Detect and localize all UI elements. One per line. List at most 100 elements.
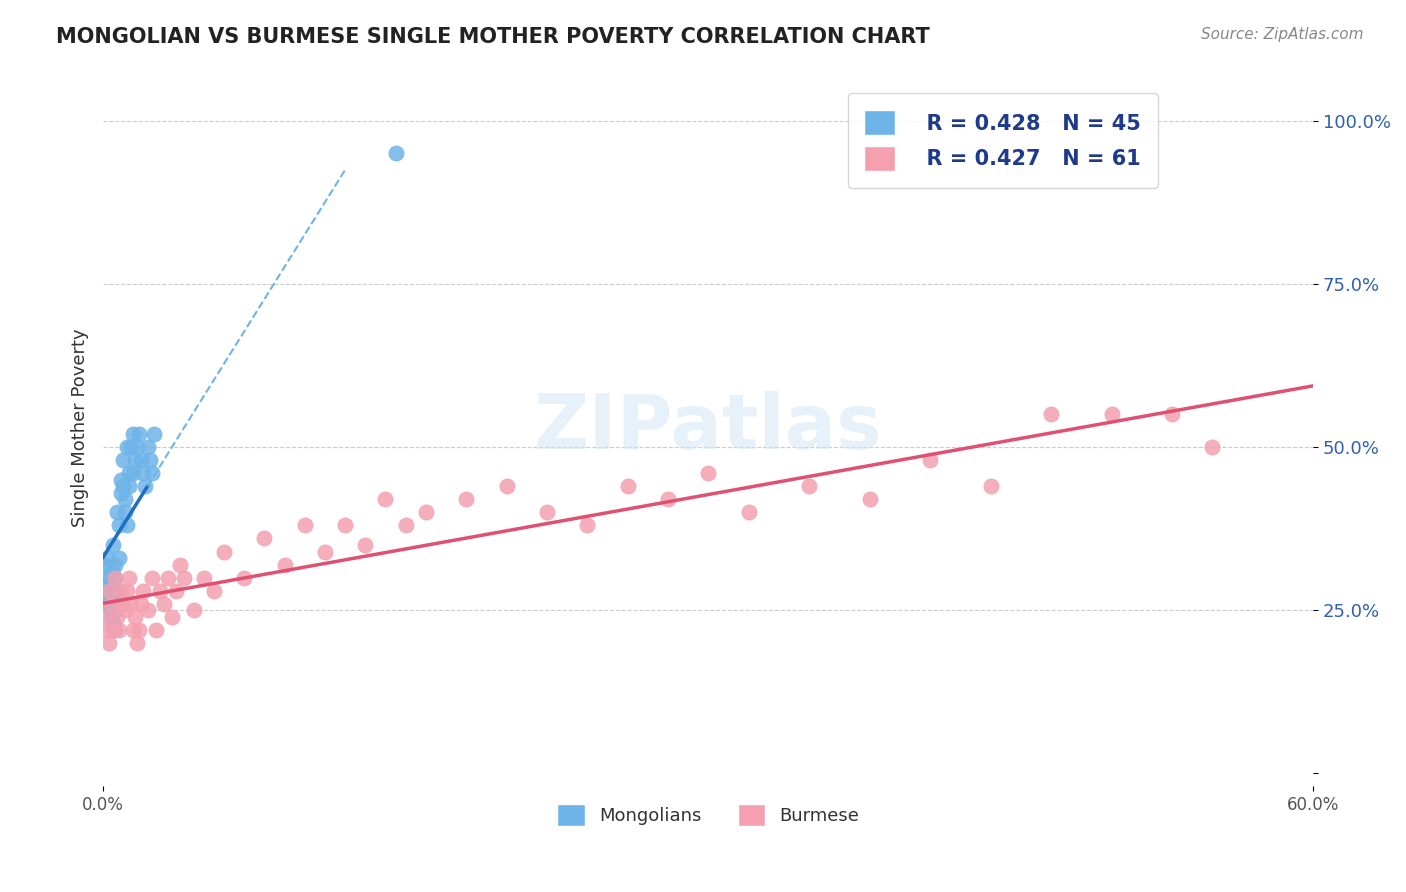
Point — [141, 466, 163, 480]
Point — [118, 466, 141, 480]
Point — [149, 583, 172, 598]
Point — [415, 505, 437, 519]
Point — [136, 603, 159, 617]
Point — [110, 473, 132, 487]
Point — [1161, 408, 1184, 422]
Point — [131, 597, 153, 611]
Point — [1040, 408, 1063, 422]
Point — [98, 591, 121, 605]
Point — [128, 427, 150, 442]
Point — [98, 636, 121, 650]
Point — [122, 427, 145, 442]
Point — [108, 551, 131, 566]
Point — [104, 623, 127, 637]
Point — [96, 623, 118, 637]
Point — [384, 146, 406, 161]
Point — [314, 544, 336, 558]
Point — [96, 577, 118, 591]
Point — [103, 616, 125, 631]
Point — [576, 518, 599, 533]
Point — [536, 505, 558, 519]
Point — [202, 583, 225, 598]
Point — [253, 532, 276, 546]
Y-axis label: Single Mother Poverty: Single Mother Poverty — [72, 328, 89, 527]
Point — [94, 609, 117, 624]
Point — [117, 583, 139, 598]
Point — [233, 571, 256, 585]
Point — [98, 583, 121, 598]
Point — [333, 518, 356, 533]
Point — [100, 597, 122, 611]
Point — [142, 427, 165, 442]
Point — [105, 583, 128, 598]
Point — [980, 479, 1002, 493]
Point — [117, 518, 139, 533]
Point — [98, 597, 121, 611]
Point — [141, 571, 163, 585]
Point — [737, 505, 759, 519]
Point — [294, 518, 316, 533]
Point — [193, 571, 215, 585]
Point — [104, 571, 127, 585]
Point — [374, 492, 396, 507]
Point — [110, 583, 132, 598]
Point — [117, 440, 139, 454]
Point — [103, 623, 125, 637]
Point — [132, 466, 155, 480]
Point — [105, 505, 128, 519]
Point — [156, 571, 179, 585]
Point — [114, 603, 136, 617]
Point — [160, 609, 183, 624]
Point — [103, 583, 125, 598]
Point — [94, 583, 117, 598]
Point — [131, 453, 153, 467]
Point — [124, 609, 146, 624]
Point — [108, 518, 131, 533]
Point — [100, 564, 122, 578]
Point — [114, 505, 136, 519]
Point — [122, 623, 145, 637]
Point — [616, 479, 638, 493]
Point — [138, 453, 160, 467]
Point — [98, 571, 121, 585]
Point — [456, 492, 478, 507]
Point — [858, 492, 880, 507]
Point — [112, 597, 135, 611]
Point — [110, 485, 132, 500]
Point — [354, 538, 377, 552]
Point — [134, 479, 156, 493]
Point — [112, 453, 135, 467]
Point — [105, 591, 128, 605]
Text: Source: ZipAtlas.com: Source: ZipAtlas.com — [1201, 27, 1364, 42]
Point — [120, 597, 142, 611]
Point — [100, 603, 122, 617]
Point — [136, 440, 159, 454]
Point — [124, 453, 146, 467]
Point — [183, 603, 205, 617]
Point — [108, 623, 131, 637]
Point — [152, 597, 174, 611]
Point — [212, 544, 235, 558]
Point — [165, 583, 187, 598]
Point — [132, 583, 155, 598]
Point — [697, 466, 720, 480]
Point — [122, 466, 145, 480]
Point — [127, 636, 149, 650]
Point — [495, 479, 517, 493]
Point — [103, 538, 125, 552]
Point — [127, 440, 149, 454]
Point — [104, 558, 127, 572]
Point — [118, 479, 141, 493]
Point — [1201, 440, 1223, 454]
Point — [112, 479, 135, 493]
Point — [797, 479, 820, 493]
Point — [118, 571, 141, 585]
Text: ZIPatlas: ZIPatlas — [534, 391, 883, 465]
Point — [100, 609, 122, 624]
Point — [169, 558, 191, 572]
Text: MONGOLIAN VS BURMESE SINGLE MOTHER POVERTY CORRELATION CHART: MONGOLIAN VS BURMESE SINGLE MOTHER POVER… — [56, 27, 929, 46]
Point — [273, 558, 295, 572]
Point — [114, 492, 136, 507]
Point — [918, 453, 941, 467]
Point — [657, 492, 679, 507]
